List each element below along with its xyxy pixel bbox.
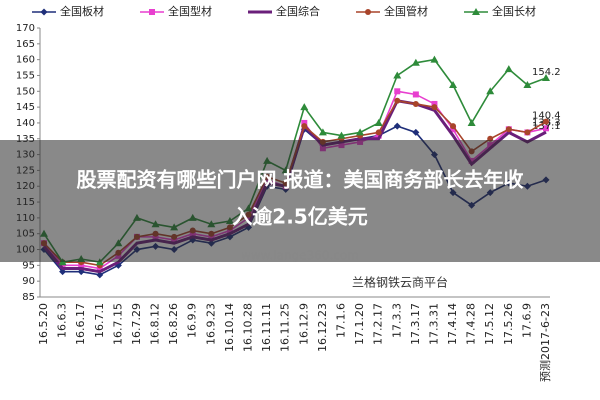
x-tick-label: 16.10.14 — [223, 303, 236, 352]
x-tick-label: 预测2017-6-23 — [539, 303, 552, 382]
marker — [365, 9, 371, 15]
x-tick-label: 17.4.14 — [446, 303, 459, 345]
marker — [375, 129, 382, 136]
y-tick-label: 135 — [16, 134, 35, 145]
y-tick-label: 160 — [16, 55, 35, 66]
y-tick-label: 85 — [22, 292, 35, 303]
marker — [393, 122, 401, 130]
marker — [449, 80, 458, 88]
x-tick-label: 16.5.20 — [37, 303, 50, 345]
marker — [430, 55, 439, 63]
marker — [412, 128, 420, 136]
marker — [504, 65, 513, 73]
y-tick-label: 165 — [16, 39, 35, 50]
y-tick-label: 140 — [16, 118, 35, 129]
y-tick-label: 155 — [16, 70, 35, 81]
marker — [412, 100, 419, 107]
marker — [486, 87, 495, 95]
marker — [374, 118, 383, 126]
headline: 股票配资有哪些门户网 报道：美国商务部长去年收 — [77, 168, 524, 192]
headline: 入逾2.5亿美元 — [232, 205, 367, 229]
marker — [337, 131, 346, 139]
marker — [431, 104, 438, 111]
marker — [356, 128, 365, 136]
marker — [318, 128, 327, 136]
x-tick-label: 16.7.1 — [93, 303, 106, 338]
watermark: www.lange360.com — [241, 249, 359, 263]
marker — [411, 58, 420, 66]
y-tick-label: 95 — [22, 260, 35, 271]
marker — [393, 71, 402, 79]
legend-label: 全国型材 — [168, 4, 212, 18]
marker — [543, 125, 549, 132]
x-tick-label: 16.6.3 — [56, 303, 69, 338]
legend-label: 全国长材 — [492, 4, 536, 18]
x-tick-label: 17.5.26 — [502, 303, 515, 345]
x-tick-label: 16.6.17 — [74, 303, 87, 345]
x-tick-label: 16.11.11 — [260, 303, 273, 352]
marker — [59, 262, 66, 269]
x-tick-label: 16.12.23 — [316, 303, 329, 352]
x-tick-label: 17.1.20 — [353, 303, 366, 345]
marker — [467, 118, 476, 126]
marker — [450, 126, 457, 133]
marker — [78, 262, 85, 269]
legend-label: 全国板材 — [60, 4, 104, 18]
end-label: 154.2 — [532, 67, 561, 78]
x-tick-label: 16.7.29 — [130, 303, 143, 345]
marker — [301, 123, 308, 130]
x-tick-label: 16.8.26 — [167, 303, 180, 345]
marker — [450, 123, 457, 130]
source: 兰格钢铁云商平台 — [352, 275, 448, 290]
y-tick-label: 150 — [16, 86, 35, 97]
legend-label: 全国管材 — [384, 4, 428, 18]
marker — [542, 74, 550, 82]
x-tick-label: 16.9.23 — [204, 303, 217, 345]
x-tick-label: 17.4.28 — [465, 303, 478, 345]
marker — [96, 265, 103, 272]
x-tick-label: 17.3.17 — [409, 303, 422, 345]
end-label: 137.1 — [532, 121, 561, 132]
legend-label: 全国综合 — [276, 4, 320, 18]
marker — [472, 8, 480, 15]
marker — [524, 129, 531, 136]
marker — [523, 80, 532, 88]
marker — [149, 9, 155, 15]
y-tick-label: 145 — [16, 102, 35, 113]
marker — [96, 271, 104, 279]
marker — [505, 126, 512, 133]
x-tick-label: 16.10.28 — [242, 303, 255, 352]
x-tick-label: 17.5.12 — [483, 303, 496, 345]
y-tick-label: 90 — [22, 276, 35, 287]
marker — [412, 91, 419, 98]
end-label: 140.4 — [532, 111, 561, 122]
x-tick-label: 17.6.9 — [520, 303, 533, 338]
marker — [543, 118, 549, 125]
y-tick-label: 170 — [16, 23, 35, 34]
x-tick-label: 16.9.9 — [186, 303, 199, 338]
x-tick-label: 16.12.9 — [297, 303, 310, 345]
marker — [431, 100, 438, 107]
marker — [300, 103, 309, 111]
marker — [394, 97, 401, 104]
x-tick-label: 17.1.6 — [334, 303, 347, 338]
x-tick-label: 17.3.31 — [427, 303, 440, 345]
marker — [40, 8, 48, 16]
x-tick-label: 16.11.25 — [279, 303, 292, 352]
x-tick-label: 16.7.15 — [111, 303, 124, 345]
x-tick-label: 17.2.17 — [372, 303, 385, 345]
x-tick-label: 16.8.12 — [149, 303, 162, 345]
x-tick-label: 17.3.3 — [390, 303, 403, 338]
marker — [394, 88, 401, 95]
marker — [301, 119, 308, 126]
banner — [0, 140, 600, 262]
